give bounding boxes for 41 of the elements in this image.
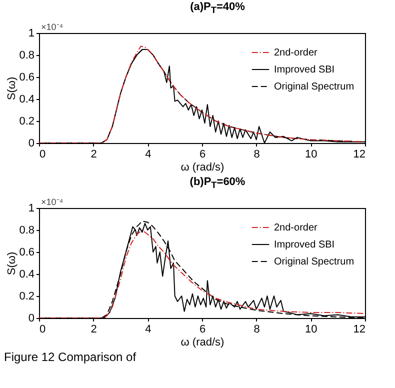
x-tick-label: 0 (40, 148, 46, 160)
y-tick-label: 0.6 (19, 246, 34, 258)
x-tick-label: 2 (90, 148, 97, 160)
y-tick-label: 1 (28, 28, 34, 40)
text: ×10⁻⁴ (41, 197, 64, 207)
y-tick-label: 0.2 (19, 290, 34, 302)
y-tick-label: 0.2 (19, 116, 34, 128)
caption: Figure 12 Comparison of (3, 350, 138, 364)
legend-label: Original Spectrum (274, 82, 354, 92)
legend-label: Improved SBI (274, 64, 335, 76)
x-tick-label: 2 (90, 324, 97, 336)
x-tick-label: 8 (254, 148, 260, 160)
y-tick-label: 0.6 (19, 72, 34, 84)
x-tick-label: 6 (199, 148, 206, 160)
legend-label: 2nd-order (274, 48, 318, 58)
x-tick-label: 12 (353, 324, 366, 336)
y-tick-label: 0.4 (19, 268, 34, 280)
x-tick-label: 12 (353, 148, 366, 160)
x-tick-label: 4 (145, 324, 152, 336)
x-tick-label: 6 (199, 324, 206, 336)
y-axis-title: S(ω) (6, 252, 18, 276)
legend-label: Improved SBI (274, 240, 335, 250)
x-tick-label: 10 (305, 148, 318, 160)
x-tick-label: 4 (145, 148, 152, 160)
chart-title: (b)P$_{T}$=60% (188, 175, 246, 190)
y-tick-label: 0.8 (19, 50, 34, 62)
y-tick-label: 0.4 (19, 94, 34, 106)
y-tick-label: 0 (28, 138, 34, 150)
legend-label: Original Spectrum (274, 256, 354, 268)
x-tick-label: 0 (40, 324, 46, 336)
x-tick-label: 8 (254, 324, 260, 336)
x-axis-title: ω (rad/s) (180, 336, 224, 348)
text: ×10⁻⁴ (41, 22, 64, 32)
chart-title: (a)P$_{T}$=40% (189, 0, 246, 16)
y-tick-label: 0.8 (19, 224, 34, 236)
y-tick-label: 1 (28, 202, 34, 214)
x-tick-label: 10 (305, 324, 318, 336)
y-tick-label: 0 (28, 312, 34, 324)
y-axis-title: S(ω) (6, 76, 18, 100)
x-axis-title: ω (rad/s) (180, 162, 224, 174)
legend-label: 2nd-order (274, 222, 318, 234)
